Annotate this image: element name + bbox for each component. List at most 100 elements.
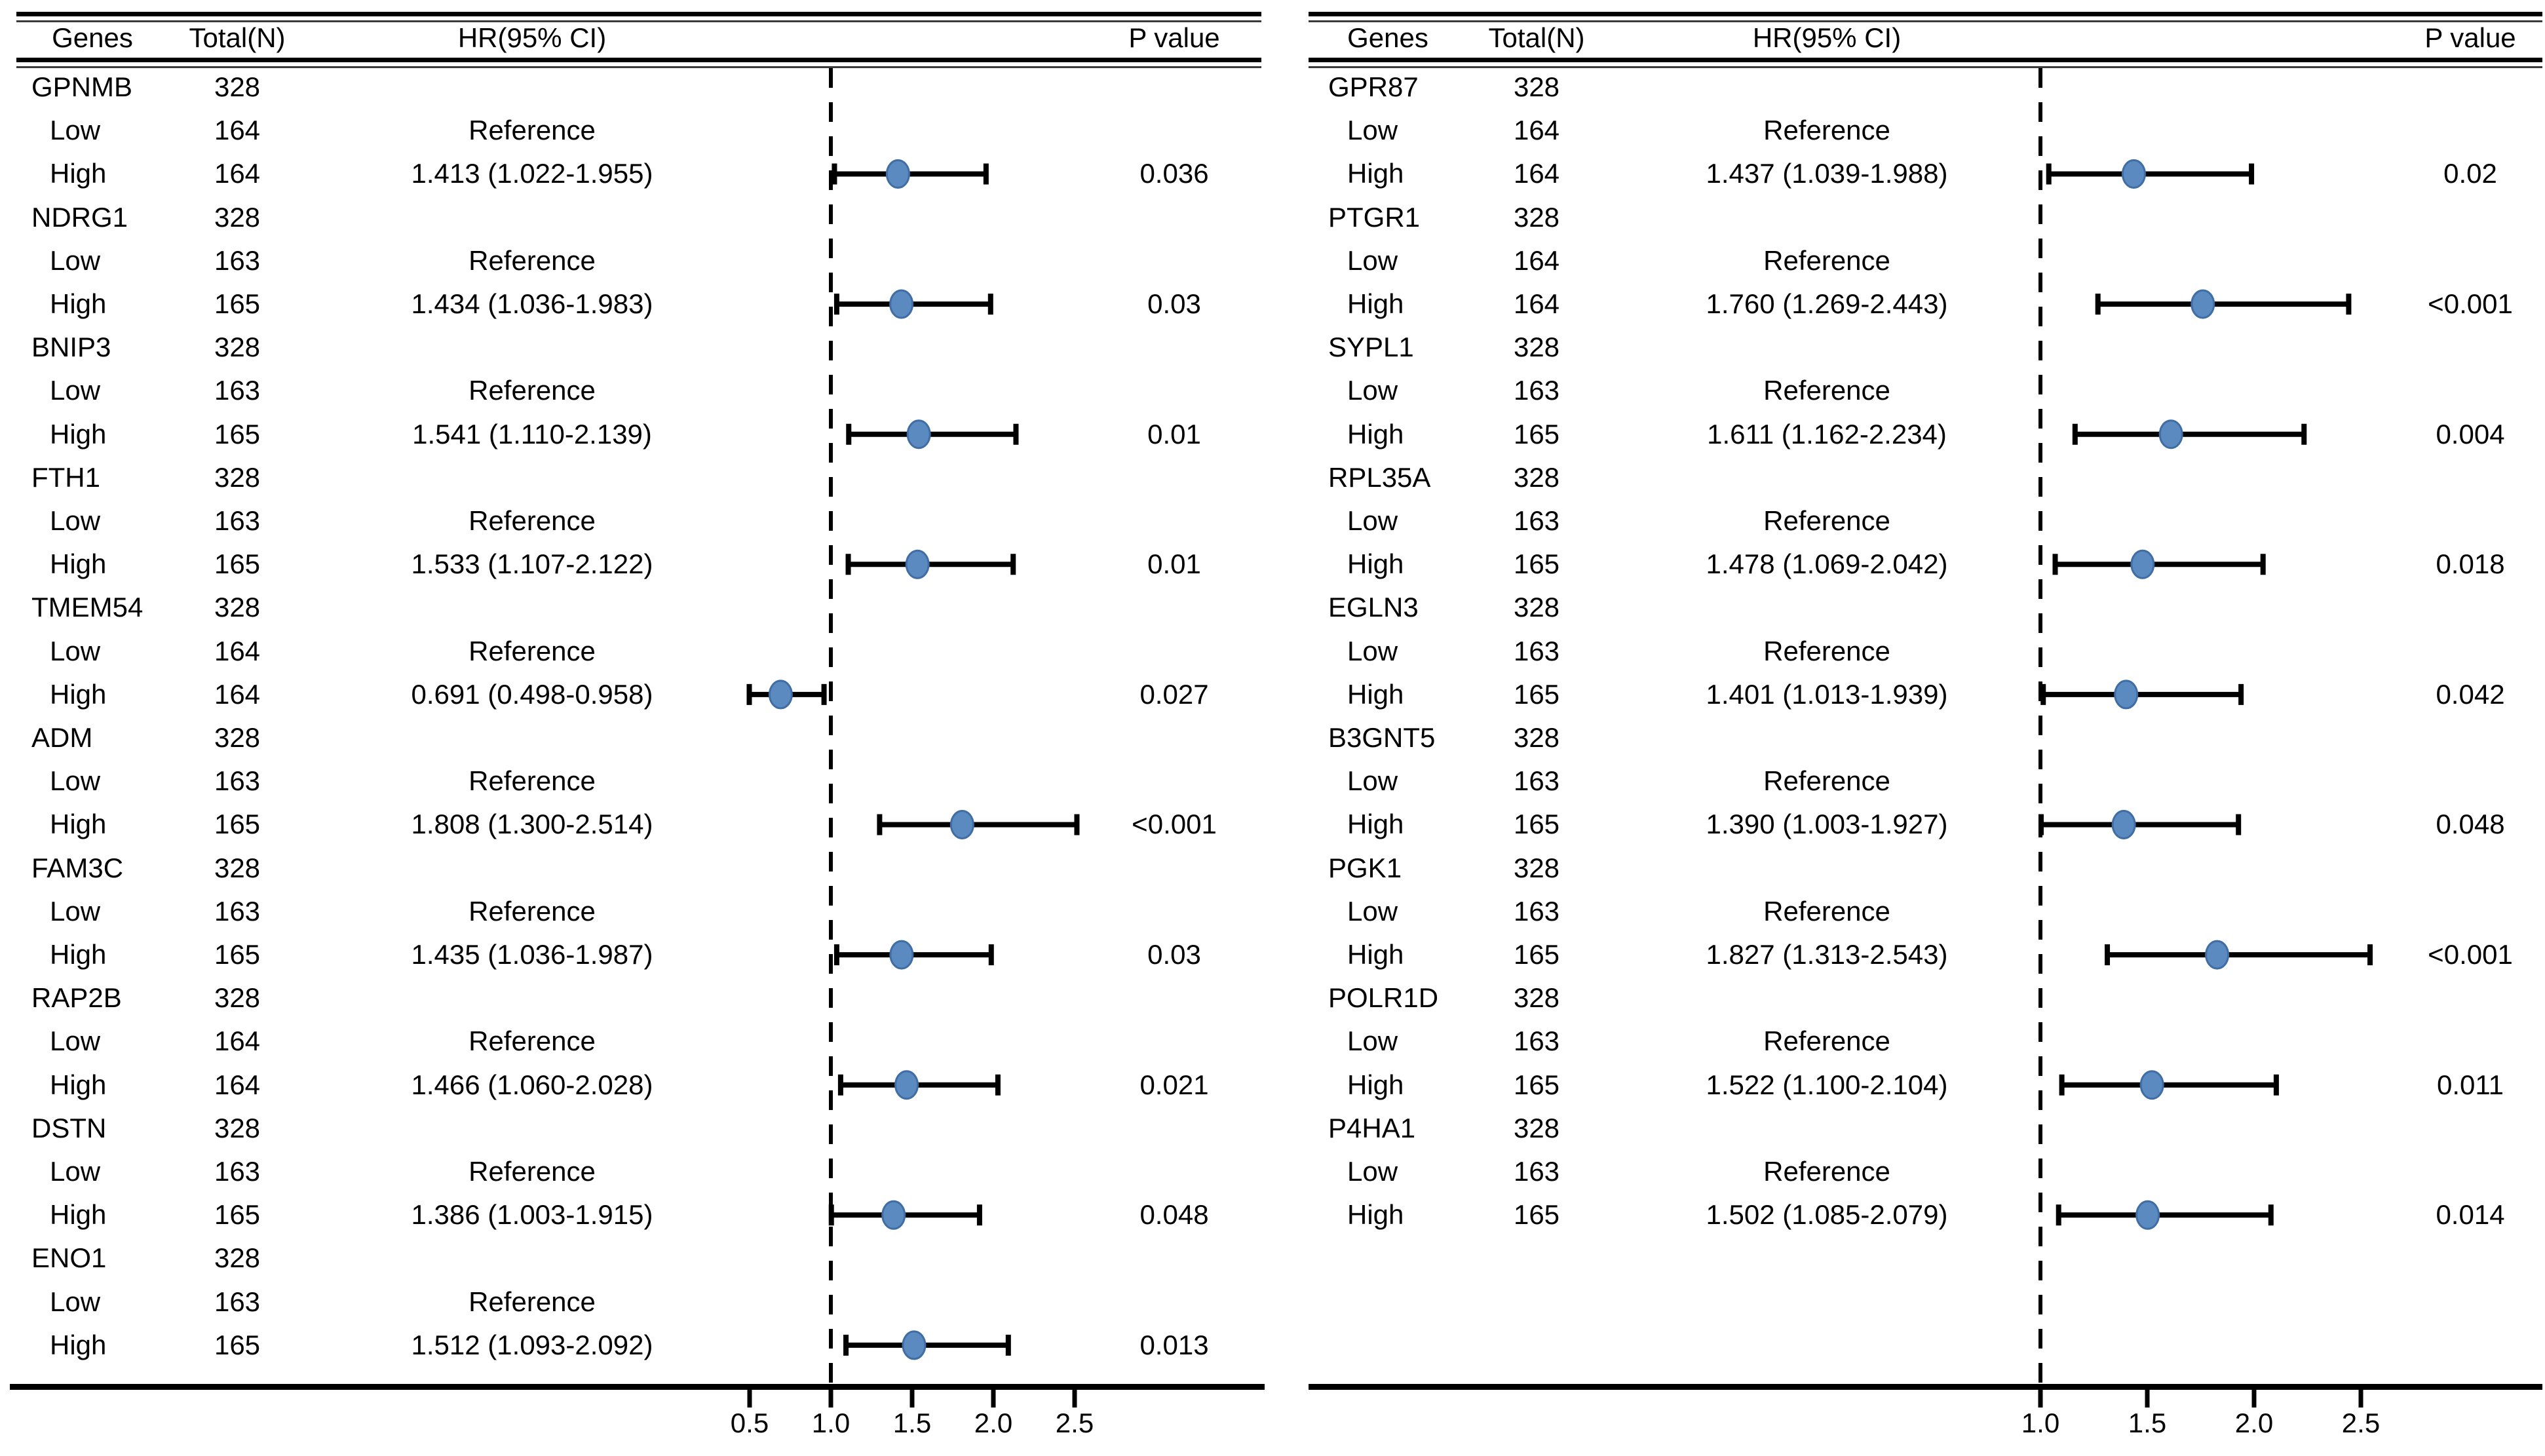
- gene-name: NDRG1: [31, 201, 128, 233]
- gene-name: FAM3C: [31, 852, 124, 883]
- forest-panel-right: Genes Total(N) HR(95% CI) P value GPR87 3…: [1272, 0, 2545, 1456]
- total-n: 163: [214, 1156, 261, 1187]
- p-value: 0.004: [2436, 418, 2505, 450]
- total-n: 163: [1513, 505, 1560, 536]
- total-n: 163: [214, 765, 261, 797]
- total-n: 165: [1513, 678, 1560, 710]
- hr-point-marker: [2139, 1070, 2164, 1100]
- group-label-high: High: [1347, 1069, 1404, 1100]
- p-value: 0.036: [1139, 158, 1209, 189]
- axis-line: [10, 1384, 1265, 1390]
- total-n: 164: [214, 115, 261, 146]
- group-label-high: High: [50, 939, 107, 970]
- header-rule: [1309, 58, 2542, 62]
- p-value: 0.027: [1139, 678, 1209, 710]
- hr-ci-text: 1.466 (1.060-2.028): [411, 1069, 653, 1100]
- group-label-low: Low: [1347, 1156, 1398, 1187]
- hr-point-marker: [894, 1070, 919, 1100]
- group-label-high: High: [50, 548, 107, 580]
- gene-name: RAP2B: [31, 982, 122, 1014]
- hr-reference-text: Reference: [469, 895, 596, 927]
- hr-ci-text: 0.691 (0.498-0.958): [411, 678, 653, 710]
- hr-ci-text: 1.434 (1.036-1.983): [411, 288, 653, 319]
- group-label-low: Low: [1347, 244, 1398, 276]
- column-header-hr: HR(95% CI): [1752, 22, 1902, 53]
- p-value: 0.013: [1139, 1329, 1209, 1360]
- group-label-low: Low: [1347, 115, 1398, 146]
- hr-point-marker: [2114, 680, 2139, 710]
- hr-point-marker: [2135, 1200, 2160, 1230]
- total-n: 163: [214, 1286, 261, 1317]
- hr-ci-text: 1.413 (1.022-1.955): [411, 158, 653, 189]
- total-n: 164: [214, 158, 261, 189]
- column-header-pvalue: P value: [1128, 22, 1220, 53]
- total-n: 163: [1513, 375, 1560, 406]
- axis-tick-label: 0.5: [731, 1408, 769, 1438]
- total-n: 163: [1513, 635, 1560, 666]
- p-value: 0.048: [1139, 1199, 1209, 1231]
- top-rule: [16, 12, 1261, 16]
- hr-reference-text: Reference: [469, 244, 596, 276]
- total-n: 328: [1513, 71, 1560, 102]
- total-n: 328: [1513, 982, 1560, 1014]
- hr-ci-text: 1.437 (1.039-1.988): [1706, 158, 1948, 189]
- hr-point-marker: [949, 810, 974, 839]
- p-value: 0.048: [2436, 809, 2505, 840]
- group-label-high: High: [1347, 158, 1404, 189]
- total-n: 328: [214, 1112, 261, 1143]
- p-value: <0.001: [2428, 939, 2513, 970]
- hr-reference-text: Reference: [469, 1286, 596, 1317]
- p-value: 0.02: [2443, 158, 2497, 189]
- gene-name: BNIP3: [31, 332, 111, 363]
- p-value: 0.03: [1147, 288, 1201, 319]
- total-n: 164: [214, 678, 261, 710]
- hr-reference-text: Reference: [1763, 1025, 1890, 1057]
- gene-name: TMEM54: [31, 592, 144, 623]
- total-n: 163: [1513, 895, 1560, 927]
- total-n: 328: [214, 982, 261, 1014]
- hr-reference-text: Reference: [1763, 505, 1890, 536]
- axis-tick-label: 2.5: [1056, 1408, 1094, 1438]
- plot-overlay: 1.0 1.5 2.0 2.5: [2021, 68, 2380, 1438]
- total-n: 328: [214, 201, 261, 233]
- hr-reference-text: Reference: [469, 1156, 596, 1187]
- total-n: 328: [1513, 1112, 1560, 1143]
- total-n: 165: [214, 809, 261, 840]
- total-n: 163: [214, 505, 261, 536]
- p-value: 0.01: [1147, 418, 1201, 450]
- hr-ci-text: 1.611 (1.162-2.234): [1707, 418, 1947, 450]
- axis-tick-label: 2.5: [2342, 1408, 2380, 1438]
- total-n: 165: [1513, 1199, 1560, 1231]
- gene-name: P4HA1: [1328, 1112, 1416, 1143]
- total-n: 328: [1513, 201, 1560, 233]
- hr-ci-text: 1.541 (1.110-2.139): [412, 418, 652, 450]
- p-value: 0.014: [2436, 1199, 2505, 1231]
- group-label-low: Low: [1347, 505, 1398, 536]
- total-n: 328: [1513, 592, 1560, 623]
- p-value: <0.001: [2428, 288, 2513, 319]
- gene-name: GPR87: [1328, 71, 1419, 102]
- p-value: 0.042: [2436, 678, 2505, 710]
- total-n: 165: [214, 1329, 261, 1360]
- hr-reference-text: Reference: [1763, 635, 1890, 666]
- hr-ci-text: 1.401 (1.013-1.939): [1706, 678, 1948, 710]
- gene-name: GPNMB: [31, 71, 133, 102]
- gene-name: POLR1D: [1328, 982, 1439, 1014]
- total-n: 165: [214, 548, 261, 580]
- group-label-low: Low: [50, 765, 101, 797]
- hr-reference-text: Reference: [1763, 115, 1890, 146]
- axis-tick-label: 2.0: [974, 1408, 1012, 1438]
- header-rule-2: [1309, 66, 2542, 68]
- gene-name: FTH1: [31, 461, 100, 493]
- hr-reference-text: Reference: [469, 635, 596, 666]
- total-n: 164: [214, 635, 261, 666]
- hr-ci-text: 1.512 (1.093-2.092): [411, 1329, 653, 1360]
- total-n: 328: [1513, 852, 1560, 883]
- hr-point-marker: [2158, 419, 2183, 450]
- axis-tick-label: 1.5: [2128, 1408, 2166, 1438]
- hr-ci-text: 1.435 (1.036-1.987): [411, 939, 653, 970]
- p-value: 0.01: [1147, 548, 1201, 580]
- group-label-high: High: [50, 158, 107, 189]
- gene-name: B3GNT5: [1328, 722, 1436, 753]
